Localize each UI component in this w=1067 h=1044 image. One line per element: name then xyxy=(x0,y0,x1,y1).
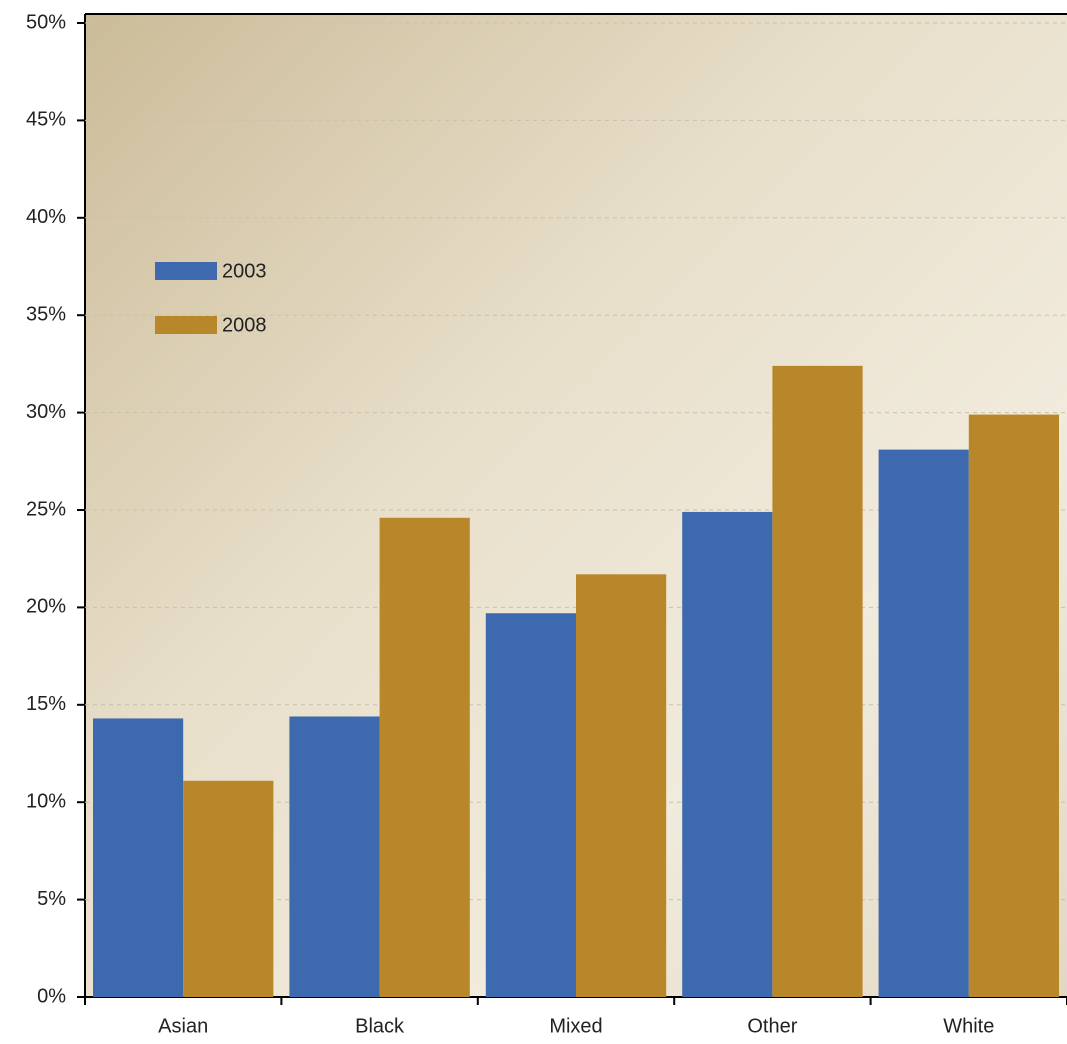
bar xyxy=(682,511,773,997)
bar xyxy=(379,517,470,997)
legend-swatch xyxy=(155,262,217,280)
bar xyxy=(576,574,667,997)
x-tick-label: Mixed xyxy=(549,1015,602,1037)
bar xyxy=(485,613,576,997)
x-tick-label: White xyxy=(943,1015,994,1037)
x-tick-label: Other xyxy=(747,1015,797,1037)
y-tick-label: 40% xyxy=(26,206,66,228)
y-tick-label: 25% xyxy=(26,498,66,520)
bar xyxy=(93,718,184,997)
y-tick-label: 15% xyxy=(26,693,66,715)
y-tick-label: 0% xyxy=(37,985,66,1007)
y-tick-label: 45% xyxy=(26,109,66,131)
x-tick-label: Asian xyxy=(158,1015,208,1037)
y-tick-label: 50% xyxy=(26,11,66,33)
legend-swatch xyxy=(155,316,217,334)
bar xyxy=(772,365,863,997)
bar xyxy=(289,716,380,997)
y-tick-label: 35% xyxy=(26,303,66,325)
y-tick-label: 5% xyxy=(37,888,66,910)
bar xyxy=(183,780,274,997)
x-tick-label: Black xyxy=(355,1015,405,1037)
y-tick-label: 10% xyxy=(26,790,66,812)
legend-label: 2008 xyxy=(222,314,267,336)
y-tick-label: 20% xyxy=(26,596,66,618)
legend-label: 2003 xyxy=(222,260,267,282)
bar xyxy=(878,449,969,997)
y-tick-label: 30% xyxy=(26,401,66,423)
bar xyxy=(968,414,1059,998)
